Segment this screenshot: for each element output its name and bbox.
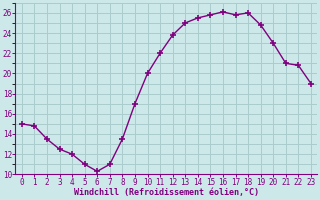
X-axis label: Windchill (Refroidissement éolien,°C): Windchill (Refroidissement éolien,°C) (74, 188, 259, 197)
